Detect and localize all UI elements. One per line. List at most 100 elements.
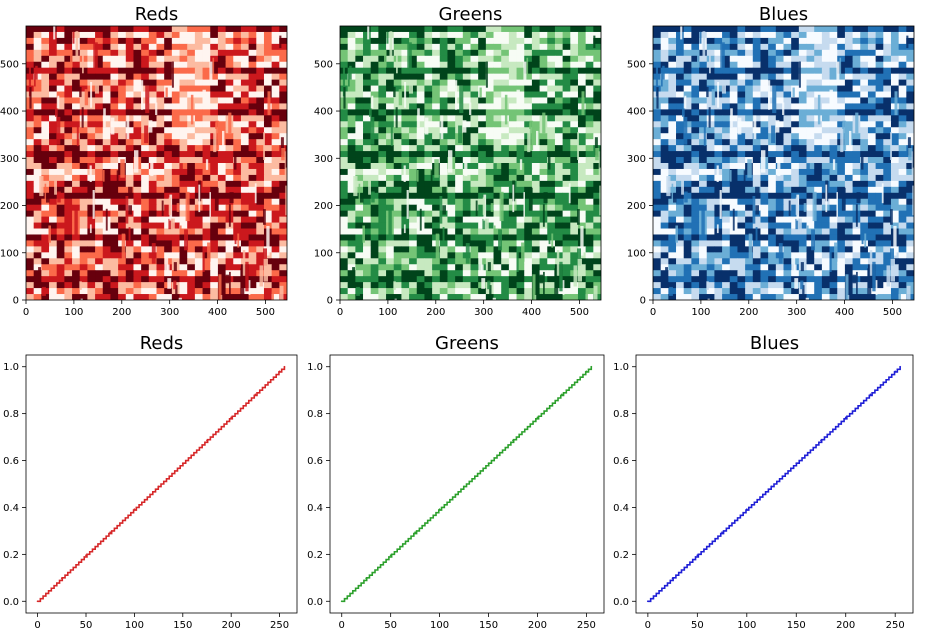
heatmap-cell — [706, 252, 715, 259]
heatmap-cell — [355, 115, 364, 122]
heatmap-cell — [179, 180, 188, 188]
heatmap-cell — [378, 26, 387, 33]
heatmap-cell — [683, 163, 692, 170]
heatmap-cell — [570, 133, 579, 140]
heatmap-cell — [148, 288, 157, 295]
heatmap-cell — [118, 121, 127, 128]
heatmap-cell — [829, 288, 838, 295]
heatmap-cell — [56, 210, 65, 218]
heatmap-cell — [699, 204, 708, 212]
heatmap-cell — [653, 127, 662, 134]
heatmap-cell — [194, 115, 203, 122]
heatmap-cell — [225, 43, 234, 51]
heatmap-cell — [49, 85, 58, 92]
heatmap-cell — [409, 216, 418, 223]
heatmap-cell — [148, 198, 157, 206]
heatmap-cell — [49, 67, 58, 75]
heatmap-cell — [110, 31, 119, 39]
heatmap-cell — [729, 174, 738, 182]
heatmap-cell — [110, 216, 119, 223]
heatmap-cell — [279, 234, 287, 241]
heatmap-cell — [890, 270, 900, 277]
heatmap-cell — [706, 163, 715, 170]
heatmap-cell — [593, 55, 601, 63]
heatmap-cell — [41, 258, 50, 265]
heatmap-cell — [516, 103, 525, 110]
heatmap-cell — [462, 264, 471, 271]
heatmap-cell — [439, 222, 448, 229]
heatmap-cell — [562, 258, 571, 265]
heatmap-cell — [56, 252, 65, 259]
heatmap-cell — [263, 294, 273, 300]
heatmap-cell — [493, 43, 502, 51]
heatmap-cell — [699, 157, 708, 164]
heatmap-cell — [775, 43, 784, 51]
heatmap-cell — [240, 204, 250, 212]
heatmap-cell — [798, 240, 807, 247]
heatmap-cell — [33, 252, 42, 259]
heatmap-cell — [699, 282, 708, 289]
heatmap-cell — [370, 55, 379, 63]
heatmap-cell — [110, 139, 119, 146]
heatmap-cell — [570, 252, 579, 259]
heatmap-streak — [90, 82, 93, 108]
heatmap-cell — [256, 240, 265, 247]
heatmap-cell — [585, 240, 594, 247]
heatmap-cell — [524, 210, 533, 218]
heatmap-cell — [890, 282, 900, 289]
heatmap-cell — [424, 264, 433, 271]
heatmap-cell — [340, 174, 349, 182]
heatmap-cell — [64, 31, 73, 39]
heatmap-cell — [33, 55, 42, 63]
heatmap-cell — [95, 97, 104, 104]
heatmap-cell — [508, 145, 517, 152]
heatmap-cell — [806, 222, 815, 229]
heatmap-cell — [478, 139, 487, 146]
heatmap-cell — [470, 133, 479, 140]
heatmap-cell — [783, 270, 792, 277]
heatmap-cell — [852, 73, 861, 81]
heatmap-cell — [363, 258, 372, 265]
heatmap-cell — [768, 109, 777, 116]
heatmap-cell — [271, 49, 280, 57]
heatmap-streak — [482, 197, 486, 215]
heatmap-cell — [133, 91, 142, 98]
heatmap-cell — [485, 252, 494, 259]
heatmap-cell — [562, 186, 571, 194]
heatmap-cell — [531, 258, 540, 265]
heatmap-cell — [64, 204, 73, 212]
heatmap-cell — [64, 240, 73, 247]
heatmap-cell — [821, 240, 830, 247]
heatmap-cell — [202, 234, 211, 241]
heatmap-cell — [890, 127, 900, 134]
heatmap-cell — [233, 228, 242, 235]
heatmap-streak — [116, 170, 119, 182]
heatmap-cell — [256, 151, 265, 158]
heatmap-streak — [168, 218, 173, 230]
heatmap-streak — [487, 280, 491, 290]
heatmap-cell — [722, 264, 731, 271]
heatmap-cell — [501, 198, 510, 206]
heatmap-streak — [120, 159, 125, 178]
heatmap-cell — [501, 174, 510, 182]
heatmap-cell — [539, 103, 548, 110]
heatmap-cell — [263, 204, 273, 212]
heatmap-cell — [508, 264, 517, 271]
heatmap-cell — [102, 246, 111, 253]
heatmap-cell — [722, 252, 731, 259]
heatmap-cell — [164, 294, 173, 300]
heatmap-cell — [95, 127, 104, 134]
heatmap-cell — [233, 109, 242, 116]
heatmap-cell — [401, 145, 410, 152]
heatmap-cell — [844, 133, 853, 140]
heatmap-cell — [164, 186, 173, 194]
heatmap-cell — [547, 115, 556, 122]
heatmap-cell — [829, 234, 838, 241]
heatmap-cell — [41, 157, 50, 164]
heatmap-cell — [791, 85, 800, 92]
heatmap-cell — [64, 127, 73, 134]
heatmap-cell — [164, 157, 173, 164]
heatmap-cell — [355, 67, 364, 75]
heatmap-cell — [424, 139, 433, 146]
heatmap-cell — [271, 198, 280, 206]
